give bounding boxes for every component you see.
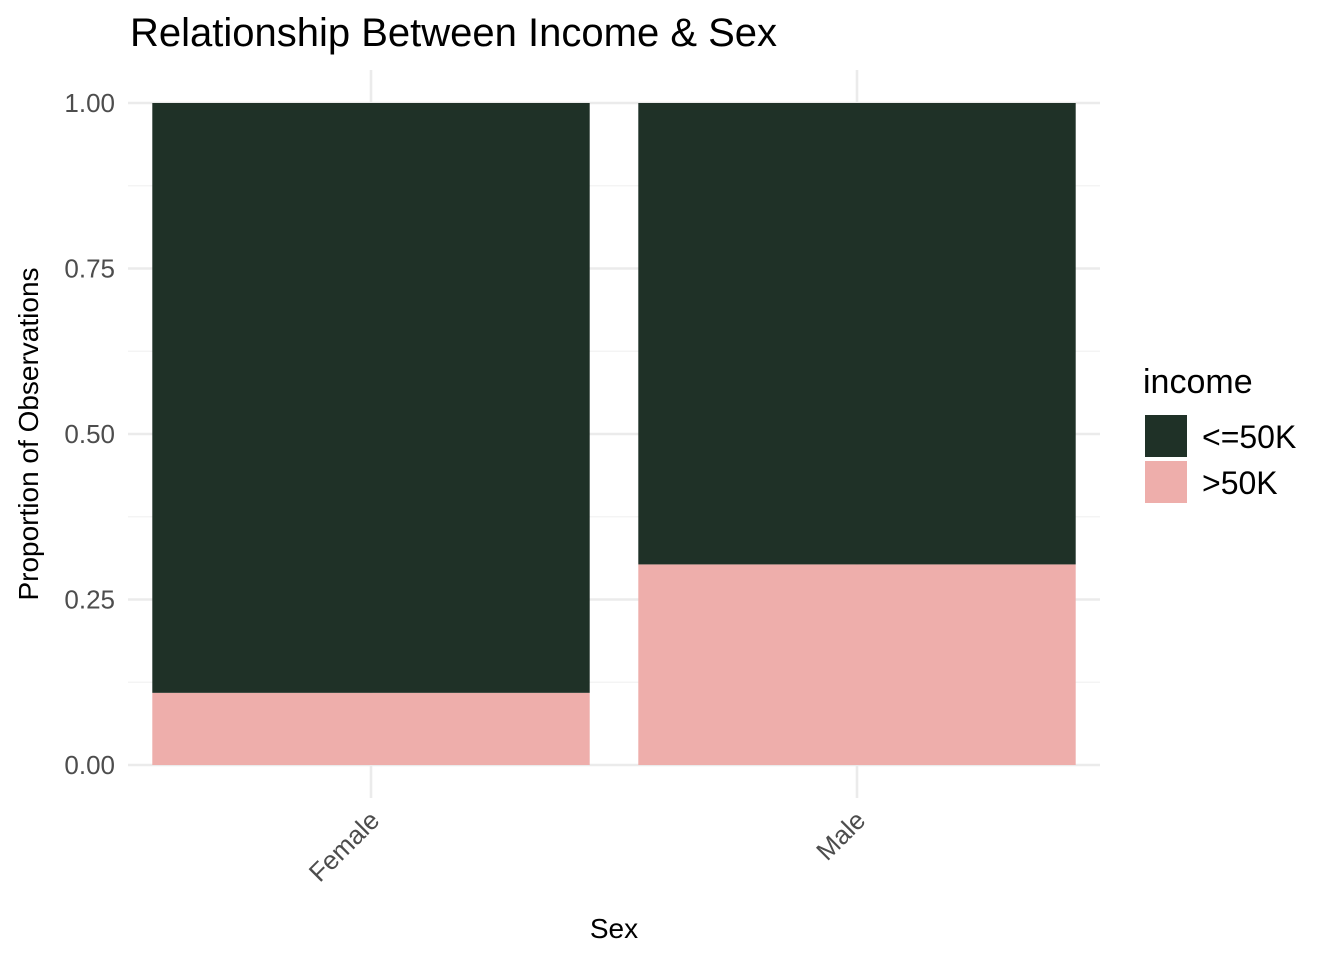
legend: income <=50K >50K: [1143, 363, 1296, 503]
y-tick-label: 0.00: [64, 750, 115, 780]
x-tick-label: Male: [810, 805, 871, 866]
legend-title: income: [1143, 363, 1253, 401]
bar-male-le-50k: [638, 103, 1076, 565]
y-axis-title: Proportion of Observations: [13, 267, 44, 600]
bars: [152, 103, 1076, 765]
legend-label: <=50K: [1202, 419, 1296, 455]
x-axis-title: Sex: [590, 913, 638, 944]
y-tick-label: 1.00: [64, 88, 115, 118]
y-tick-label: 0.75: [64, 254, 115, 284]
bar-male-gt-50k: [638, 564, 1076, 765]
y-axis-ticks: 0.00 0.25 0.50 0.75 1.00: [64, 88, 115, 780]
legend-label: >50K: [1202, 465, 1278, 501]
chart-title: Relationship Between Income & Sex: [130, 11, 777, 55]
x-axis-ticks: Female Male: [303, 805, 872, 888]
bar-female-gt-50k: [152, 692, 590, 765]
y-tick-label: 0.50: [64, 419, 115, 449]
y-tick-label: 0.25: [64, 585, 115, 615]
bar-female-le-50k: [152, 103, 590, 693]
x-tick-label: Female: [303, 805, 386, 888]
legend-swatch: [1145, 461, 1187, 503]
legend-swatch: [1145, 415, 1187, 457]
